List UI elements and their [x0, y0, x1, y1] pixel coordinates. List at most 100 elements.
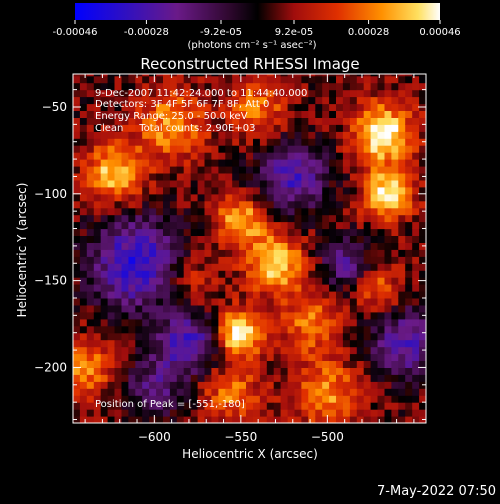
heatmap-cell: [398, 249, 406, 257]
heatmap-cell: [73, 388, 81, 396]
heatmap-cell: [370, 318, 379, 327]
heatmap-cell: [239, 221, 247, 230]
heatmap-cell: [363, 277, 372, 285]
heatmap-cell: [169, 318, 178, 327]
heatmap-cell: [149, 395, 157, 403]
heatmap-cell: [273, 200, 282, 209]
heatmap-cell: [322, 96, 330, 105]
heatmap-cell: [342, 304, 351, 313]
heatmap-cell: [239, 186, 247, 195]
heatmap-cell: [253, 131, 261, 139]
heatmap-cell: [419, 82, 426, 91]
heatmap-cell: [301, 263, 309, 271]
heatmap-cell: [142, 353, 150, 361]
heatmap-cell: [294, 159, 302, 167]
heatmap-cell: [287, 381, 296, 389]
heatmap-cell: [405, 318, 413, 327]
heatmap-cell: [246, 318, 254, 327]
heatmap-cell: [273, 416, 282, 423]
heatmap-cell: [149, 409, 157, 417]
heatmap-cell: [384, 270, 392, 278]
heatmap-cell: [121, 75, 129, 84]
heatmap-cell: [218, 166, 226, 174]
heatmap-cell: [114, 242, 122, 250]
heatmap-cell: [363, 207, 372, 216]
heatmap-cell: [128, 152, 136, 160]
heatmap-cell: [391, 103, 399, 111]
heatmap-cell: [149, 74, 157, 77]
heatmap-cell: [100, 228, 109, 236]
heatmap-cell: [211, 159, 219, 167]
heatmap-cell: [149, 103, 157, 111]
heatmap-cell: [246, 193, 254, 202]
heatmap-cell: [73, 75, 81, 84]
heatmap-cell: [142, 298, 150, 306]
heatmap-cell: [204, 221, 212, 230]
heatmap-cell: [86, 117, 95, 125]
heatmap-cell: [253, 228, 261, 236]
heatmap-cell: [419, 96, 426, 105]
heatmap-cell: [225, 263, 233, 271]
heatmap-cell: [232, 221, 240, 230]
heatmap-cell: [114, 395, 122, 403]
heatmap-cell: [259, 207, 268, 216]
heatmap-cell: [266, 325, 275, 334]
heatmap-cell: [294, 235, 302, 243]
heatmap-cell: [218, 159, 226, 167]
heatmap-cell: [121, 166, 129, 174]
heatmap-cell: [384, 339, 392, 348]
heatmap-cell: [121, 89, 129, 98]
heatmap-cell: [356, 298, 365, 306]
heatmap-cell: [218, 256, 226, 264]
heatmap-cell: [419, 179, 426, 188]
heatmap-cell: [86, 103, 95, 111]
heatmap-cell: [391, 138, 399, 146]
heatmap-cell: [121, 256, 129, 264]
heatmap-cell: [79, 291, 88, 299]
heatmap-cell: [412, 381, 420, 389]
heatmap-cell: [197, 228, 206, 236]
heatmap-cell: [204, 75, 212, 84]
heatmap-cell: [391, 179, 399, 188]
heatmap-cell: [183, 416, 192, 423]
heatmap-cell: [405, 214, 413, 223]
heatmap-cell: [384, 381, 392, 389]
heatmap-cell: [356, 235, 365, 243]
heatmap-cell: [356, 82, 365, 91]
heatmap-cell: [211, 228, 219, 236]
heatmap-cell: [391, 325, 399, 334]
heatmap-cell: [280, 346, 289, 355]
heatmap-cell: [163, 311, 171, 320]
heatmap-cell: [225, 374, 233, 382]
heatmap-cell: [135, 103, 143, 111]
heatmap-cell: [232, 96, 240, 105]
heatmap-cell: [142, 374, 150, 382]
heatmap-cell: [253, 124, 261, 132]
heatmap-cell: [384, 138, 392, 146]
heatmap-cell: [86, 367, 95, 375]
heatmap-cell: [163, 173, 171, 181]
heatmap-cell: [183, 173, 192, 181]
heatmap-cell: [308, 256, 316, 264]
heatmap-cell: [391, 374, 399, 382]
heatmap-cell: [405, 138, 413, 146]
heatmap-cell: [336, 353, 344, 361]
heatmap-cell: [218, 249, 226, 257]
heatmap-cell: [121, 381, 129, 389]
heatmap-cell: [405, 402, 413, 410]
x-tick-label: −600: [138, 430, 171, 444]
heatmap-cell: [259, 103, 268, 111]
heatmap-cell: [273, 284, 282, 292]
heatmap-cell: [218, 409, 226, 417]
heatmap-cell: [301, 110, 309, 118]
heatmap-cell: [259, 346, 268, 355]
heatmap-cell: [107, 75, 116, 84]
heatmap-cell: [211, 381, 219, 389]
heatmap-cell: [280, 402, 289, 410]
heatmap-cell: [107, 242, 116, 250]
heatmap-cell: [253, 298, 261, 306]
heatmap-cell: [398, 152, 406, 160]
heatmap-cell: [107, 298, 116, 306]
heatmap-cell: [190, 103, 199, 111]
heatmap-cell: [128, 235, 136, 243]
